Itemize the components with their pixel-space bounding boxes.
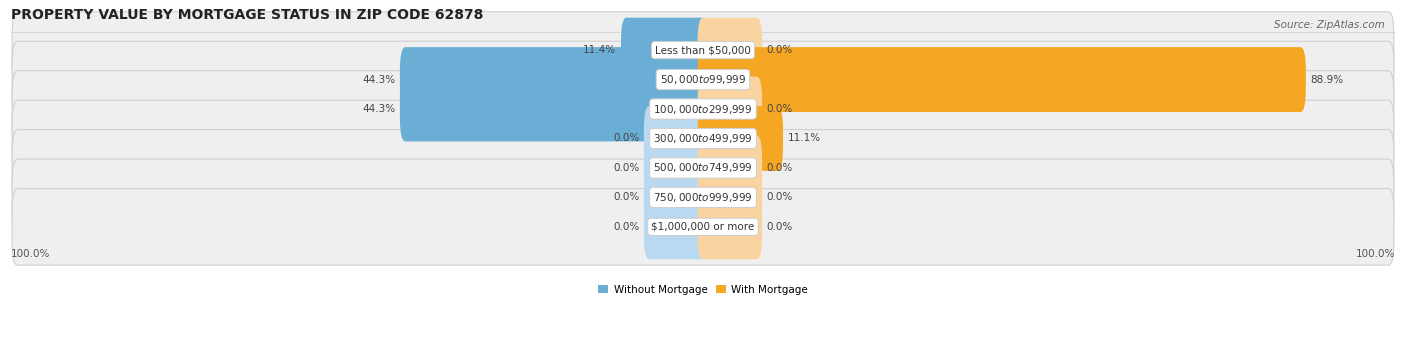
Text: $50,000 to $99,999: $50,000 to $99,999 [659, 73, 747, 86]
FancyBboxPatch shape [644, 165, 709, 230]
Text: 0.0%: 0.0% [766, 45, 793, 55]
FancyBboxPatch shape [644, 194, 709, 259]
Text: 44.3%: 44.3% [363, 74, 395, 85]
FancyBboxPatch shape [13, 12, 1393, 88]
Text: Less than $50,000: Less than $50,000 [655, 45, 751, 55]
Text: 0.0%: 0.0% [766, 163, 793, 173]
FancyBboxPatch shape [399, 76, 709, 141]
FancyBboxPatch shape [13, 189, 1393, 265]
FancyBboxPatch shape [697, 47, 1306, 112]
FancyBboxPatch shape [13, 71, 1393, 147]
Text: Source: ZipAtlas.com: Source: ZipAtlas.com [1274, 20, 1385, 30]
Text: 0.0%: 0.0% [766, 192, 793, 202]
Text: $750,000 to $999,999: $750,000 to $999,999 [654, 191, 752, 204]
Text: 0.0%: 0.0% [613, 222, 640, 232]
Text: $500,000 to $749,999: $500,000 to $749,999 [654, 162, 752, 174]
FancyBboxPatch shape [13, 130, 1393, 206]
FancyBboxPatch shape [697, 106, 783, 171]
Text: 44.3%: 44.3% [363, 104, 395, 114]
FancyBboxPatch shape [644, 106, 709, 171]
Text: 0.0%: 0.0% [766, 104, 793, 114]
FancyBboxPatch shape [697, 194, 762, 259]
FancyBboxPatch shape [13, 100, 1393, 177]
FancyBboxPatch shape [644, 136, 709, 200]
FancyBboxPatch shape [697, 18, 762, 83]
FancyBboxPatch shape [697, 76, 762, 141]
FancyBboxPatch shape [399, 47, 709, 112]
Text: $300,000 to $499,999: $300,000 to $499,999 [654, 132, 752, 145]
FancyBboxPatch shape [13, 41, 1393, 118]
Text: 0.0%: 0.0% [613, 192, 640, 202]
Legend: Without Mortgage, With Mortgage: Without Mortgage, With Mortgage [593, 280, 813, 299]
Text: 11.4%: 11.4% [583, 45, 616, 55]
Text: 0.0%: 0.0% [613, 134, 640, 143]
Text: $100,000 to $299,999: $100,000 to $299,999 [654, 103, 752, 116]
FancyBboxPatch shape [697, 136, 762, 200]
FancyBboxPatch shape [697, 165, 762, 230]
Text: 11.1%: 11.1% [787, 134, 821, 143]
FancyBboxPatch shape [621, 18, 709, 83]
Text: 0.0%: 0.0% [613, 163, 640, 173]
Text: 88.9%: 88.9% [1310, 74, 1344, 85]
FancyBboxPatch shape [13, 159, 1393, 236]
Text: 0.0%: 0.0% [766, 222, 793, 232]
Text: $1,000,000 or more: $1,000,000 or more [651, 222, 755, 232]
Text: PROPERTY VALUE BY MORTGAGE STATUS IN ZIP CODE 62878: PROPERTY VALUE BY MORTGAGE STATUS IN ZIP… [11, 7, 484, 21]
